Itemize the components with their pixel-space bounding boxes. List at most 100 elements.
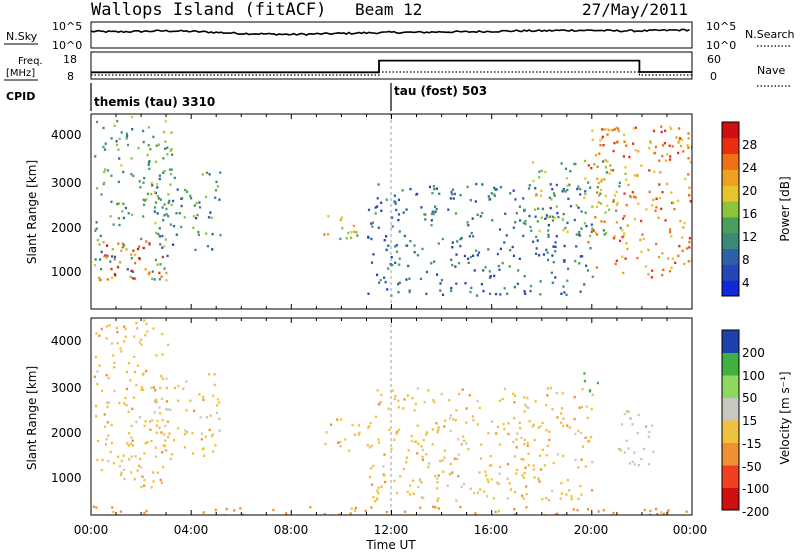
scatter-cell [387, 244, 390, 247]
scatter-cell [172, 225, 176, 228]
scatter-cell [552, 461, 555, 465]
scatter-cell [529, 284, 533, 288]
velocity-colorbar-label: Velocity [m s⁻¹] [778, 371, 792, 464]
scatter-cell [566, 184, 569, 187]
scatter-cell [166, 408, 169, 411]
scatter-cell [449, 414, 452, 417]
scatter-cell [451, 241, 454, 244]
scatter-cell [497, 509, 500, 513]
scatter-cell [509, 488, 512, 491]
scatter-cell [425, 270, 428, 274]
x-tick-5: 20:00 [574, 523, 609, 537]
scatter-cell [666, 182, 669, 186]
scatter-cell [541, 497, 544, 501]
scatter-cell [456, 457, 459, 461]
scatter-cell [640, 164, 643, 167]
scatter-cell [627, 410, 630, 414]
scatter-cell [113, 366, 116, 369]
scatter-cell [152, 480, 155, 483]
scatter-cell [323, 233, 326, 236]
scatter-cell [156, 263, 159, 266]
scatter-cell [687, 173, 690, 176]
scatter-cell [380, 393, 383, 397]
scatter-cell [98, 364, 101, 367]
scatter-cell [151, 270, 154, 273]
noise-right-tick-top: 10^5 [706, 20, 736, 33]
scatter-cell [150, 386, 153, 389]
scatter-cell [562, 424, 565, 428]
scatter-cell [606, 204, 609, 207]
noise-right-tick-bottom: 10^0 [706, 39, 736, 52]
scatter-cell [633, 451, 636, 454]
scatter-cell [419, 277, 423, 280]
scatter-cell [495, 432, 498, 435]
scatter-cell [648, 431, 651, 434]
scatter-cell [143, 484, 146, 487]
scatter-cell [577, 429, 580, 433]
scatter-cell [170, 131, 173, 134]
scatter-cell [669, 231, 672, 234]
scatter-cell [144, 268, 147, 271]
scatter-cell [561, 392, 564, 395]
scatter-cell [436, 487, 439, 490]
scatter-cell [660, 125, 663, 128]
scatter-cell [589, 186, 592, 189]
scatter-cell [609, 164, 612, 167]
scatter-cell [403, 398, 406, 401]
scatter-cell [632, 142, 635, 145]
scatter-cell [162, 130, 166, 134]
scatter-cell [518, 257, 521, 260]
scatter-cell [553, 216, 556, 220]
scatter-cell [130, 424, 133, 428]
scatter-cell [100, 250, 103, 254]
velocity-colorbar-swatch [722, 442, 739, 466]
scatter-cell [626, 224, 629, 227]
scatter-cell [675, 136, 678, 139]
scatter-cell [105, 374, 108, 377]
scatter-cell [110, 200, 113, 203]
scatter-cell [551, 489, 554, 493]
scatter-cell [451, 188, 455, 191]
scatter-cell [562, 285, 565, 288]
scatter-cell [602, 509, 605, 512]
scatter-cell [600, 202, 603, 205]
scatter-cell [208, 173, 211, 176]
scatter-cell [122, 170, 125, 174]
scatter-cell [555, 183, 558, 187]
scatter-cell [428, 185, 432, 189]
scatter-cell [513, 455, 516, 458]
scatter-cell [658, 196, 661, 200]
scatter-cell [474, 512, 477, 515]
scatter-cell [604, 194, 607, 198]
scatter-cell [516, 282, 519, 285]
scatter-cell [95, 227, 98, 230]
scatter-cell [200, 438, 203, 441]
nave-tick-bottom: 0 [710, 70, 717, 83]
scatter-cell [472, 235, 475, 238]
scatter-cell [242, 513, 245, 515]
scatter-cell [618, 185, 621, 188]
scatter-cell [574, 259, 577, 263]
scatter-cell [133, 396, 136, 399]
scatter-cell [560, 292, 563, 295]
scatter-cell [409, 239, 412, 243]
scatter-cell [460, 485, 463, 489]
scatter-cell [143, 452, 146, 455]
scatter-cell [533, 438, 536, 442]
scatter-cell [453, 457, 456, 460]
scatter-cell [127, 444, 130, 447]
scatter-cell [411, 397, 414, 400]
scatter-cell [439, 289, 442, 292]
scatter-cell [156, 186, 159, 189]
scatter-cell [459, 505, 462, 509]
scatter-cell [424, 218, 427, 221]
scatter-cell [533, 476, 536, 479]
scatter-cell [93, 264, 96, 267]
scatter-cell [94, 229, 97, 232]
scatter-cell [166, 153, 169, 156]
scatter-cell [689, 161, 692, 164]
scatter-cell [202, 447, 205, 450]
scatter-cell [516, 432, 519, 435]
scatter-cell [600, 178, 603, 181]
scatter-cell [615, 126, 618, 130]
